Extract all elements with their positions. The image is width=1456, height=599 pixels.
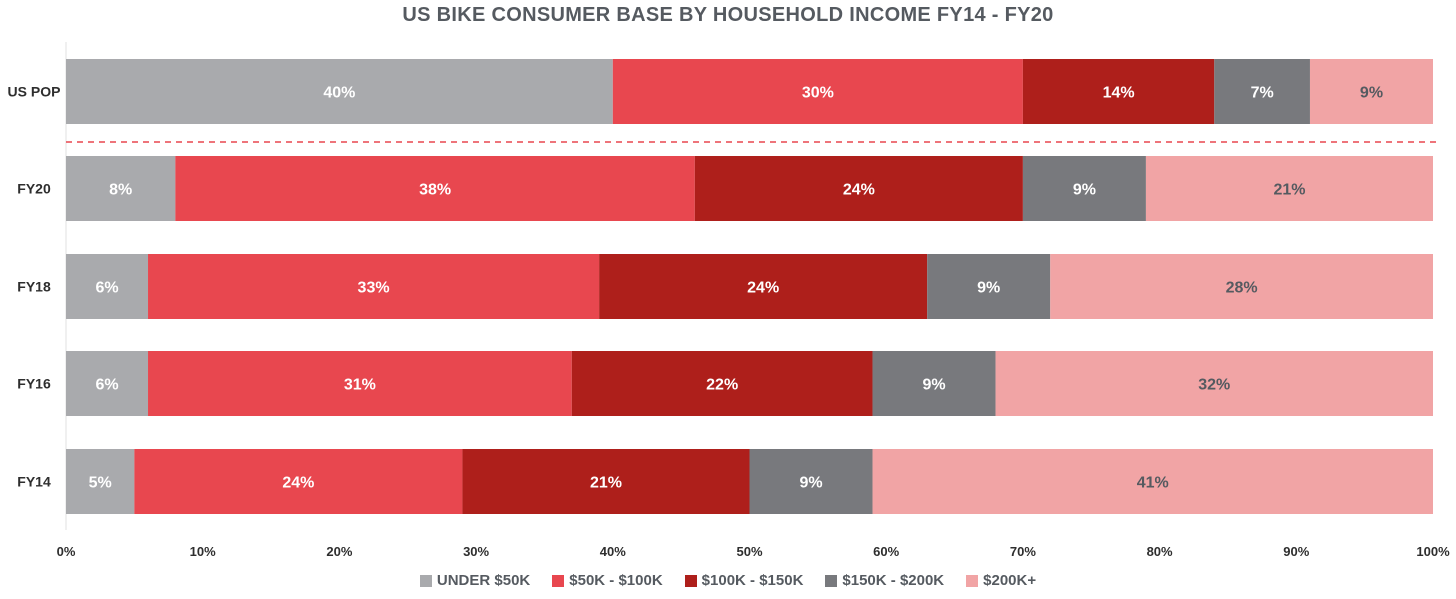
legend-swatch: [552, 574, 565, 587]
legend-label: $100K - $150K: [701, 572, 804, 589]
data-label: 9%: [1360, 85, 1383, 102]
x-tick-label: 50%: [736, 544, 762, 559]
legend-item: $150K - $200K: [825, 572, 944, 589]
bar-segment: [599, 254, 928, 319]
legend-swatch: [419, 574, 432, 587]
legend-swatch: [966, 574, 979, 587]
bar-segment: [134, 449, 463, 514]
x-tick-label: 70%: [1010, 544, 1036, 559]
legend-item: UNDER $50K: [419, 572, 531, 589]
data-label: 8%: [109, 182, 132, 199]
x-tick-label: 80%: [1147, 544, 1173, 559]
data-label: 30%: [802, 85, 834, 102]
bar-segment: [66, 59, 613, 124]
data-label: 24%: [282, 475, 314, 492]
category-label: FY16: [17, 376, 51, 392]
legend-item: $50K - $100K: [552, 572, 663, 589]
x-tick-label: 20%: [326, 544, 352, 559]
legend-label: $200K+: [983, 572, 1037, 589]
data-label: 24%: [747, 280, 779, 297]
bar-segment: [1022, 59, 1215, 124]
bar-segment: [571, 351, 873, 416]
data-label: 28%: [1226, 280, 1258, 297]
bar-segment: [66, 351, 149, 416]
bar-segment: [694, 156, 1023, 221]
x-tick-label: 0%: [57, 544, 76, 559]
bar-segment: [995, 351, 1433, 416]
x-tick-label: 40%: [600, 544, 626, 559]
data-label: 6%: [95, 280, 118, 297]
bar-segment: [872, 449, 1433, 514]
data-label: 24%: [843, 182, 875, 199]
data-label: 9%: [922, 377, 945, 394]
data-label: 5%: [89, 475, 112, 492]
category-label: US POP: [8, 84, 61, 100]
data-label: 33%: [358, 280, 390, 297]
bar-segment: [66, 156, 176, 221]
data-label: 21%: [590, 475, 622, 492]
stacked-bar-chart: US POP 40% 30% 14% 7% 9% FY20 8% 38% 24% 9% 21% FY18…: [8, 42, 1450, 559]
bar-segment: [1309, 59, 1433, 124]
data-label: 32%: [1198, 377, 1230, 394]
bar-segment: [462, 449, 750, 514]
data-label: 6%: [95, 377, 118, 394]
legend-swatch: [825, 574, 838, 587]
legend-label: $50K - $100K: [569, 572, 663, 589]
data-label: 7%: [1251, 85, 1274, 102]
bar-segment: [148, 351, 572, 416]
legend-item: $100K - $150K: [684, 572, 804, 589]
category-label: FY18: [17, 279, 51, 295]
bar-segment: [148, 254, 600, 319]
data-label: 9%: [977, 280, 1000, 297]
x-tick-label: 90%: [1283, 544, 1309, 559]
bar-segment: [1145, 156, 1433, 221]
x-tick-label: 30%: [463, 544, 489, 559]
legend-swatch: [684, 574, 697, 587]
data-label: 38%: [419, 182, 451, 199]
data-label: 41%: [1137, 475, 1169, 492]
data-label: 21%: [1273, 182, 1305, 199]
bar-segment: [1050, 254, 1433, 319]
data-label: 22%: [706, 377, 738, 394]
bar-segment: [927, 254, 1051, 319]
legend-label: $150K - $200K: [842, 572, 945, 589]
chart-title: US BIKE CONSUMER BASE BY HOUSEHOLD INCOM…: [402, 4, 1054, 26]
legend-label: UNDER $50K: [436, 572, 531, 589]
legend: UNDER $50K $50K - $100K $100K - $150K $150K…: [0, 572, 1456, 589]
bar-segment: [1214, 59, 1310, 124]
x-tick-label: 10%: [190, 544, 216, 559]
x-tick-label: 60%: [873, 544, 899, 559]
bar-segment: [66, 449, 135, 514]
data-label: 31%: [344, 377, 376, 394]
category-label: FY14: [17, 474, 51, 490]
data-label: 9%: [799, 475, 822, 492]
data-label: 14%: [1103, 85, 1135, 102]
category-label: FY20: [17, 181, 51, 197]
bar-segment: [1022, 156, 1146, 221]
bar-segment: [749, 449, 873, 514]
bar-segment: [612, 59, 1023, 124]
bar-segment: [66, 254, 149, 319]
x-tick-label: 100%: [1416, 544, 1450, 559]
data-label: 40%: [323, 85, 355, 102]
bar-segment: [872, 351, 996, 416]
bar-segment: [175, 156, 695, 221]
legend-item: $200K+: [966, 572, 1036, 589]
data-label: 9%: [1073, 182, 1096, 199]
